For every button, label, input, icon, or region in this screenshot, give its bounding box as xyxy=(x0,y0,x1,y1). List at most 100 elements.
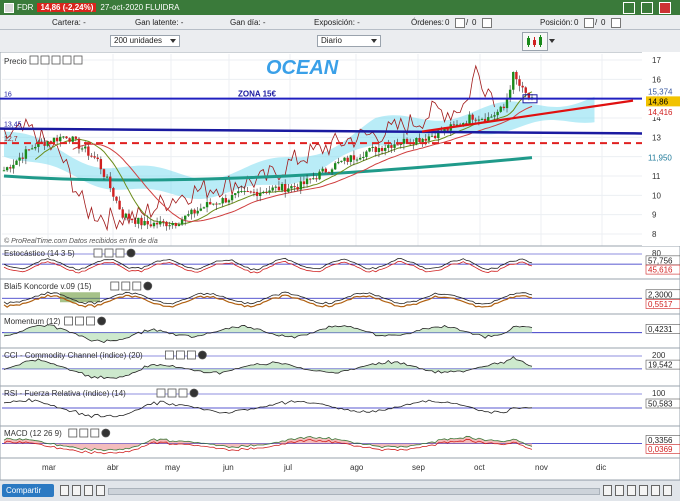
zoom-out-icon[interactable] xyxy=(615,485,624,496)
window-icon[interactable] xyxy=(75,316,84,326)
close-icon[interactable] xyxy=(126,248,136,258)
price-tag-red: 14,416 xyxy=(648,108,673,117)
wrench-icon[interactable] xyxy=(156,388,166,398)
chart-svg[interactable]: OCEAN ZONA 15€ Precio 16 13,45 12,7 © ProRealT… xyxy=(0,51,680,481)
close-icon[interactable] xyxy=(51,55,61,65)
settings-icon[interactable] xyxy=(651,485,660,496)
maximize-icon[interactable] xyxy=(186,350,196,360)
indicator-level: 80 xyxy=(652,249,661,258)
units-select[interactable]: 200 unidades xyxy=(110,35,180,47)
wrench-icon[interactable] xyxy=(164,350,174,360)
window-icon[interactable] xyxy=(175,350,185,360)
minimize-icon[interactable] xyxy=(623,2,635,14)
chevron-down-icon[interactable] xyxy=(549,39,555,43)
close-icon[interactable] xyxy=(659,2,671,14)
candle xyxy=(471,114,474,120)
candle xyxy=(321,168,324,172)
ordenes-list-icon[interactable] xyxy=(482,18,492,28)
candle xyxy=(177,224,181,226)
maximize-icon[interactable] xyxy=(86,316,95,326)
candle xyxy=(227,200,231,203)
chart-type-button[interactable] xyxy=(522,32,548,51)
app-icon xyxy=(4,2,14,13)
chart-area[interactable]: OCEAN ZONA 15€ Precio 16 13,45 12,7 © ProRealT… xyxy=(0,51,680,481)
candle xyxy=(112,188,115,197)
posicion-icon[interactable] xyxy=(584,18,594,28)
posicion-list-icon[interactable] xyxy=(611,18,621,28)
candle xyxy=(283,184,287,192)
candle xyxy=(330,169,334,173)
horizontal-scrollbar[interactable] xyxy=(108,488,600,495)
maximize-icon[interactable] xyxy=(178,388,188,398)
indicator-line xyxy=(3,356,533,379)
maximize-icon[interactable] xyxy=(115,248,125,258)
candle xyxy=(490,116,493,118)
indicator-level: 100 xyxy=(652,389,666,398)
close-icon[interactable] xyxy=(197,350,207,360)
left-tag-16: 16 xyxy=(4,92,12,99)
candle xyxy=(84,146,87,149)
candle xyxy=(352,155,356,160)
candle xyxy=(280,184,284,191)
price-axis-tick: 8 xyxy=(652,230,657,239)
candle xyxy=(437,130,440,139)
menu-icon[interactable] xyxy=(663,485,672,496)
wrench-icon[interactable] xyxy=(64,316,73,326)
scroll-start-icon[interactable] xyxy=(60,485,69,496)
close-icon[interactable] xyxy=(101,428,111,438)
indicator-value: 0,3356 xyxy=(648,436,673,445)
maximize-icon[interactable] xyxy=(90,428,100,438)
indicator-value: 19,542 xyxy=(648,361,673,370)
candle xyxy=(255,191,259,196)
wrench-icon[interactable] xyxy=(93,248,103,258)
zoom-in-icon[interactable] xyxy=(627,485,636,496)
ocean-title: OCEAN xyxy=(266,57,339,79)
maximize-icon[interactable] xyxy=(132,281,142,291)
moving-average-short xyxy=(34,91,533,225)
indicator-panel-3[interactable]: CCI - Commodity Channel (índice) (20) 200… xyxy=(0,347,680,387)
scroll-left-icon[interactable] xyxy=(96,485,105,496)
wrench-icon[interactable] xyxy=(68,428,78,438)
change-badge: 14,86 (-2,24%) xyxy=(37,3,97,12)
window-icon[interactable] xyxy=(104,248,114,258)
indicator-label: Blai5 Koncorde v.09 (15) xyxy=(4,282,92,291)
close-icon[interactable] xyxy=(143,281,153,291)
candle xyxy=(130,218,134,221)
wrench-icon[interactable] xyxy=(29,55,39,65)
window-icon[interactable] xyxy=(79,428,89,438)
window-icon[interactable] xyxy=(167,388,177,398)
indicator-value: 45,616 xyxy=(648,266,673,275)
ordenes-icon[interactable] xyxy=(455,18,465,28)
indicator-icon[interactable] xyxy=(72,485,81,496)
share-label: Compartir xyxy=(6,486,42,495)
window-icon[interactable] xyxy=(121,281,131,291)
period-select[interactable]: Diario xyxy=(317,35,381,47)
window-icon[interactable] xyxy=(40,55,50,65)
indicator-value-bg xyxy=(645,398,680,409)
candle xyxy=(12,164,15,169)
indicator-panel-4[interactable]: RSI - Fuerza Relativa (índice) (14) 100 50… xyxy=(0,385,680,427)
candle xyxy=(5,167,9,171)
candle xyxy=(9,167,12,169)
indicator-value-bg xyxy=(645,323,680,334)
posicion-value-a: 0 xyxy=(574,17,579,27)
zoom-reset-icon[interactable] xyxy=(639,485,648,496)
drawing-icon[interactable] xyxy=(84,485,93,496)
move-icon[interactable] xyxy=(73,55,83,65)
cartera-label: Cartera: - xyxy=(52,17,86,27)
candle xyxy=(383,147,387,151)
candle xyxy=(265,191,268,193)
wrench-icon[interactable] xyxy=(110,281,120,291)
indicator-panel-2[interactable]: Momentum (12) 0,4231 xyxy=(0,313,680,349)
add-icon[interactable] xyxy=(62,55,72,65)
close-icon[interactable] xyxy=(189,388,199,398)
share-button[interactable]: Compartir xyxy=(2,484,54,497)
support-line xyxy=(0,127,643,135)
candle xyxy=(187,214,190,216)
close-icon[interactable] xyxy=(97,316,106,326)
maximize-icon[interactable] xyxy=(641,2,653,14)
scroll-right-icon[interactable] xyxy=(603,485,612,496)
